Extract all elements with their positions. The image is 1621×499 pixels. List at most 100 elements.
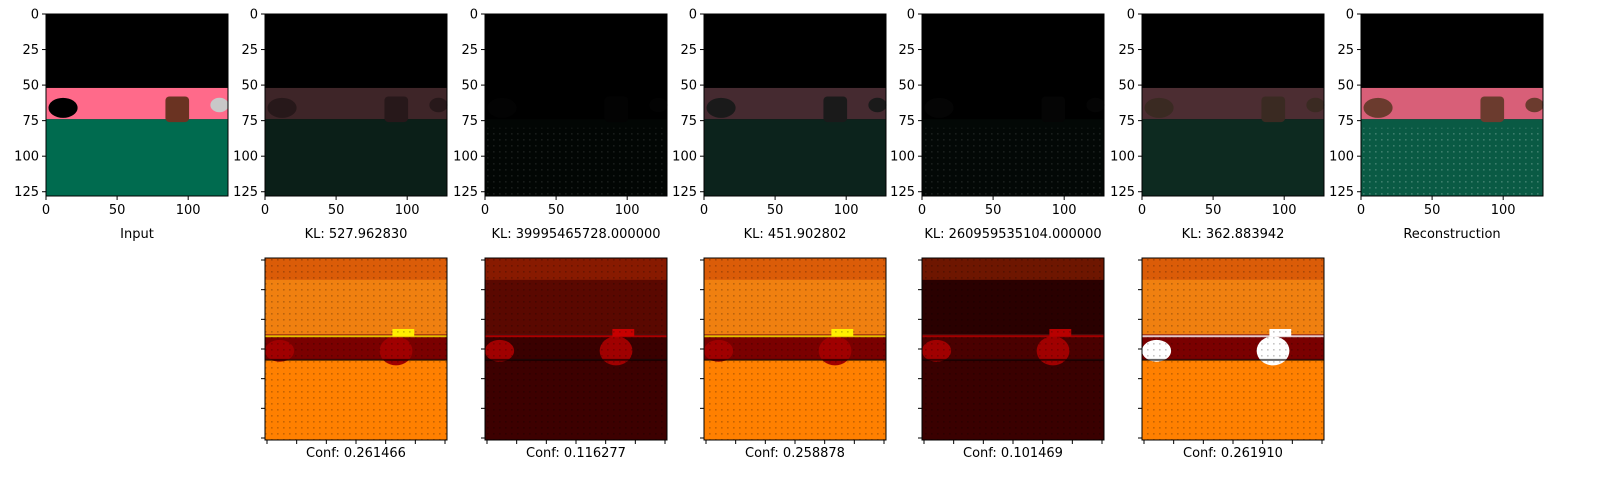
y-tick-label: 125 <box>233 185 258 200</box>
x-tick-label: 100 <box>615 203 640 218</box>
axes-frame <box>921 13 1105 197</box>
axes-frame <box>264 13 448 197</box>
panel-label: Conf: 0.101469 <box>963 446 1063 461</box>
x-tick-label: 50 <box>328 203 345 218</box>
y-tick-label: 75 <box>22 114 39 129</box>
object-right <box>1525 97 1544 113</box>
x-tick-label: 0 <box>918 203 926 218</box>
x-tick-label: 0 <box>481 203 489 218</box>
object-left <box>267 97 297 118</box>
y-tick-label: 100 <box>14 150 39 165</box>
y-tick-label: 75 <box>680 114 697 129</box>
panel-label: KL: 527.962830 <box>305 227 408 242</box>
road-band <box>265 87 447 120</box>
y-tick-label: 75 <box>898 114 915 129</box>
y-tick-label: 0 <box>250 8 258 23</box>
object-right <box>649 97 668 113</box>
object-center <box>1261 96 1286 123</box>
object-left <box>706 97 736 118</box>
road-band <box>922 87 1104 120</box>
object-center <box>165 96 190 123</box>
y-tick-label: 0 <box>689 8 697 23</box>
confidence-panel: Conf: 0.261910 <box>1138 257 1325 461</box>
y-tick-label: 50 <box>898 79 915 94</box>
object-left <box>924 97 954 118</box>
y-tick-label: 0 <box>1346 8 1354 23</box>
x-tick-label: 0 <box>261 203 269 218</box>
object-center <box>1041 96 1066 123</box>
y-tick-label: 100 <box>1110 150 1135 165</box>
x-tick-label: 100 <box>395 203 420 218</box>
object-right <box>868 97 887 113</box>
panel-label: KL: 260959535104.000000 <box>924 227 1101 242</box>
panel-label: Input <box>120 227 154 242</box>
noise-texture <box>922 258 1104 440</box>
object-right <box>1086 97 1105 113</box>
panel-label: KL: 362.883942 <box>1182 227 1285 242</box>
noise-texture <box>485 127 667 196</box>
image-panel: 0 50 100 0 25 50 75 100 125 KL: 260959535104.0000… <box>890 8 1105 242</box>
y-tick-label: 75 <box>1118 114 1135 129</box>
object-right <box>429 97 448 113</box>
y-tick-label: 25 <box>1337 43 1354 58</box>
axes-frame <box>484 13 668 197</box>
confidence-panel: Conf: 0.258878 <box>700 257 887 461</box>
y-tick-label: 50 <box>1118 79 1135 94</box>
road-band <box>46 87 228 120</box>
ground-region <box>1142 119 1324 196</box>
object-right <box>1306 97 1325 113</box>
panel-label: KL: 451.902802 <box>744 227 847 242</box>
road-band <box>1142 87 1324 120</box>
x-tick-label: 100 <box>1052 203 1077 218</box>
y-tick-label: 25 <box>680 43 697 58</box>
x-tick-label: 0 <box>1138 203 1146 218</box>
x-tick-label: 50 <box>1205 203 1222 218</box>
axes-frame <box>703 13 887 197</box>
y-tick-label: 75 <box>1337 114 1354 129</box>
object-center <box>1480 96 1505 123</box>
object-center <box>604 96 629 123</box>
object-center <box>823 96 848 123</box>
y-tick-label: 0 <box>907 8 915 23</box>
x-tick-label: 100 <box>176 203 201 218</box>
y-tick-label: 125 <box>453 185 478 200</box>
y-tick-label: 25 <box>898 43 915 58</box>
x-tick-label: 0 <box>1357 203 1365 218</box>
axes-frame <box>45 13 229 197</box>
x-tick-label: 0 <box>42 203 50 218</box>
object-right <box>210 97 229 113</box>
x-tick-label: 100 <box>834 203 859 218</box>
y-tick-label: 125 <box>14 185 39 200</box>
panel-label: Conf: 0.116277 <box>526 446 626 461</box>
x-tick-label: 50 <box>985 203 1002 218</box>
noise-texture <box>704 258 886 440</box>
road-band <box>704 87 886 120</box>
noise-texture <box>1361 127 1543 196</box>
y-tick-label: 100 <box>890 150 915 165</box>
noise-texture <box>1142 258 1324 440</box>
y-tick-label: 125 <box>1329 185 1354 200</box>
noise-texture <box>265 258 447 440</box>
road-band <box>485 87 667 120</box>
y-tick-label: 75 <box>241 114 258 129</box>
object-left <box>1144 97 1174 118</box>
y-tick-label: 0 <box>31 8 39 23</box>
x-tick-label: 0 <box>700 203 708 218</box>
y-tick-label: 0 <box>470 8 478 23</box>
y-tick-label: 125 <box>890 185 915 200</box>
confidence-panel: Conf: 0.116277 <box>481 257 668 461</box>
x-tick-label: 50 <box>767 203 784 218</box>
y-tick-label: 100 <box>672 150 697 165</box>
image-panel: 0 50 100 0 25 50 75 100 125 KL: 527.962830 <box>233 8 448 242</box>
x-tick-label: 50 <box>1424 203 1441 218</box>
y-tick-label: 75 <box>461 114 478 129</box>
y-tick-label: 50 <box>1337 79 1354 94</box>
x-tick-label: 50 <box>548 203 565 218</box>
x-tick-label: 50 <box>109 203 126 218</box>
road-band <box>1361 87 1543 120</box>
y-tick-label: 100 <box>453 150 478 165</box>
noise-texture <box>922 127 1104 196</box>
image-panel: 0 50 100 0 25 50 75 100 125 KL: 451.902802 <box>672 8 887 242</box>
y-tick-label: 25 <box>1118 43 1135 58</box>
confidence-panel: Conf: 0.261466 <box>261 257 448 461</box>
